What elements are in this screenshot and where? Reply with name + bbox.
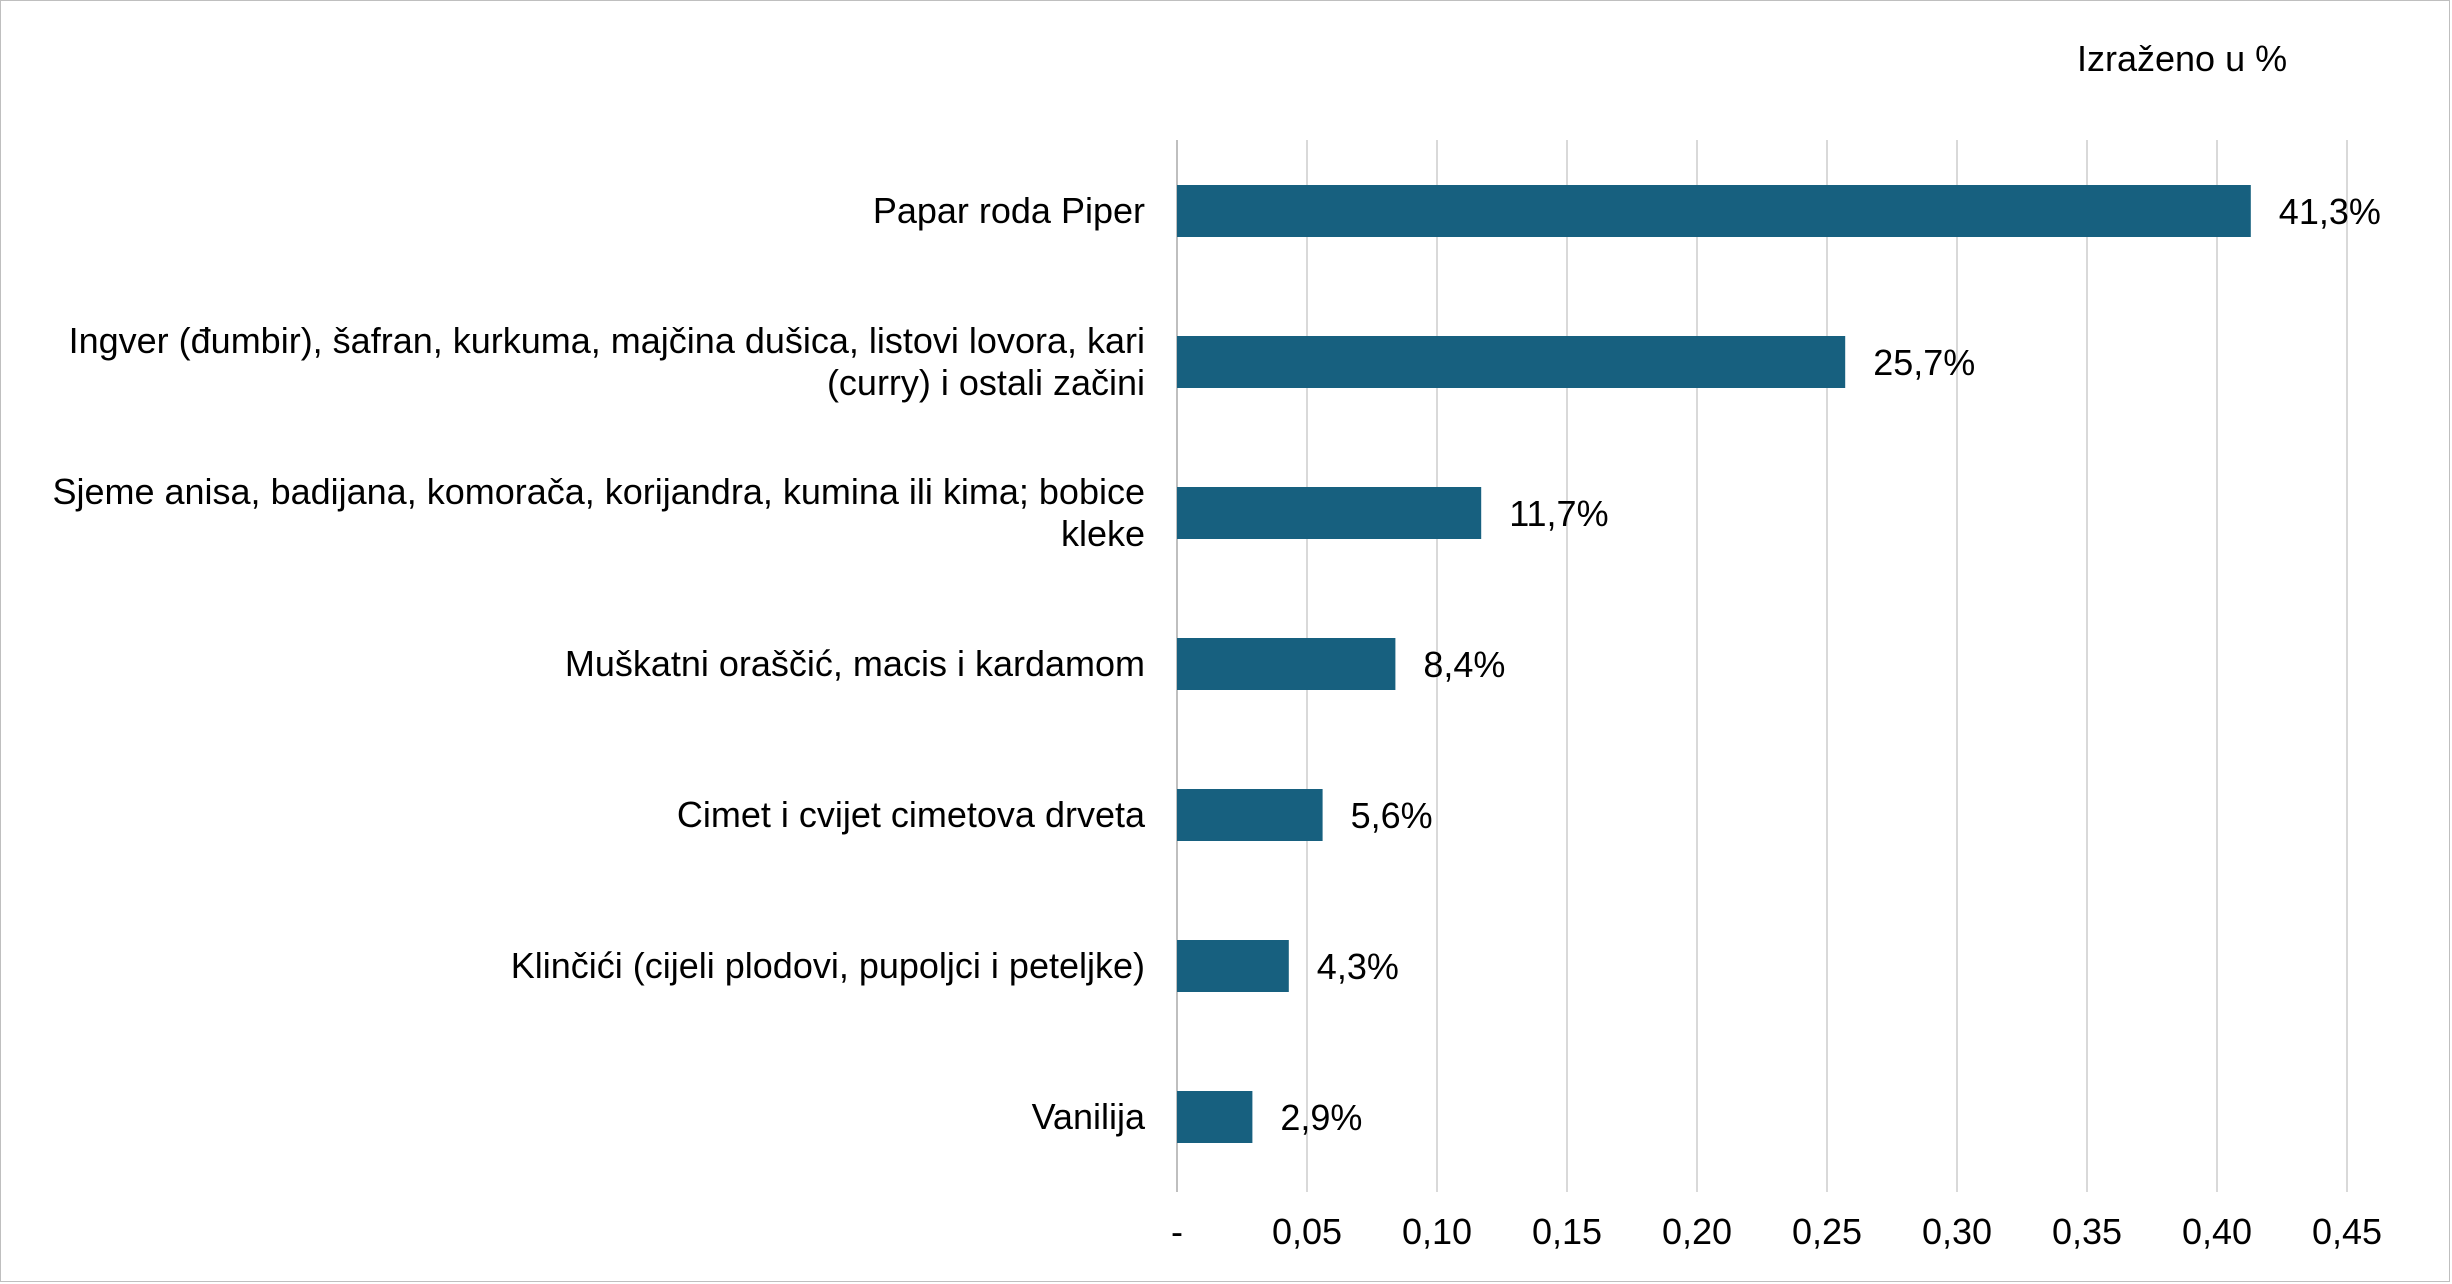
- data-label: 4,3%: [1317, 946, 1399, 987]
- x-tick-label: 0,10: [1402, 1211, 1472, 1252]
- unit-note: Izraženo u %: [2077, 38, 2288, 79]
- x-tick-label: 0,25: [1792, 1211, 1862, 1252]
- data-label: 2,9%: [1280, 1097, 1362, 1138]
- data-label: 11,7%: [1509, 493, 1608, 534]
- x-tick-label: -: [1171, 1211, 1183, 1252]
- category-label: Ingver (đumbir), šafran, kurkuma, majčin…: [68, 320, 1145, 403]
- x-tick-label: 0,20: [1662, 1211, 1732, 1252]
- bar: [1177, 940, 1289, 992]
- data-label: 41,3%: [2279, 191, 2381, 232]
- x-tick-labels: - 0,05 0,10 0,15 0,20 0,25 0,30 0,35 0,40 0,45: [1171, 1211, 2382, 1252]
- category-label: Klinčići (cijeli plodovi, pupoljci i pet…: [510, 945, 1145, 986]
- data-labels: 41,3% 25,7% 11,7% 8,4% 5,6% 4,3% 2,9%: [1280, 191, 2380, 1138]
- x-tick-label: 0,15: [1532, 1211, 1602, 1252]
- bar: [1177, 1091, 1253, 1143]
- category-label: Vanilija: [1031, 1096, 1145, 1137]
- gridlines: [1176, 140, 2348, 1192]
- data-label: 25,7%: [1873, 342, 1975, 383]
- bar: [1177, 789, 1323, 841]
- x-tick-label: 0,35: [2052, 1211, 2122, 1252]
- category-label: Muškatni oraščić, macis i kardamom: [564, 643, 1145, 684]
- category-label: Sjeme anisa, badijana, komorača, korijan…: [52, 471, 1145, 554]
- category-label: Cimet i cvijet cimetova drveta: [676, 794, 1145, 835]
- x-tick-label: 0,05: [1272, 1211, 1342, 1252]
- bar: [1177, 487, 1482, 539]
- bar: [1177, 336, 1846, 388]
- data-label: 8,4%: [1423, 644, 1505, 685]
- category-label: Papar roda Piper: [872, 190, 1145, 231]
- bars: [1177, 185, 2251, 1143]
- x-tick-label: 0,40: [2182, 1211, 2252, 1252]
- x-tick-label: 0,45: [2312, 1211, 2382, 1252]
- data-label: 5,6%: [1351, 795, 1433, 836]
- bar: [1177, 638, 1396, 690]
- bar: [1177, 185, 2251, 237]
- x-tick-label: 0,30: [1922, 1211, 1992, 1252]
